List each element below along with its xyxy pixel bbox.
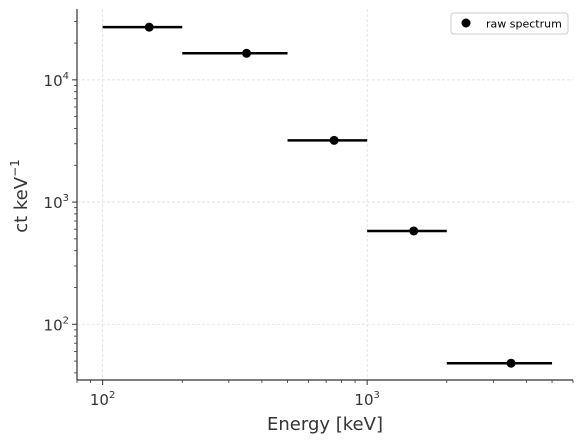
legend-label: raw spectrum (486, 18, 562, 31)
y-tick-label-exponent: 3 (63, 193, 69, 204)
axes (76, 9, 573, 381)
legend-box (450, 12, 569, 35)
data-point (506, 358, 516, 368)
x-tick-label-base: 10 (90, 391, 109, 409)
data-point (144, 22, 154, 32)
y-tick-label: 102 (44, 315, 69, 334)
x-tick-label-base: 10 (354, 391, 373, 409)
x-axis-label: Energy [keV] (267, 414, 383, 435)
data-point (329, 135, 339, 145)
x-tick-label: 102 (90, 390, 115, 409)
y-axis-label-exponent: −1 (8, 159, 22, 177)
x-tick-label-exponent: 3 (374, 390, 380, 401)
y-tick-label: 104 (44, 71, 69, 90)
y-tick-label-exponent: 2 (63, 315, 69, 326)
legend: raw spectrum (450, 12, 569, 35)
data-series (102, 22, 553, 368)
x-tick-label-exponent: 2 (109, 390, 115, 401)
y-tick-label-base: 10 (44, 316, 63, 334)
y-axis-label: ct keV−1 (8, 159, 32, 233)
y-tick-label-exponent: 4 (63, 71, 69, 82)
grid (77, 9, 573, 380)
x-tick-label: 103 (354, 390, 379, 409)
y-tick-label-base: 10 (44, 194, 63, 212)
y-tick-label: 103 (44, 193, 69, 212)
data-point (242, 48, 252, 58)
y-axis-label-base: ct keV (11, 176, 32, 233)
y-tick-label-base: 10 (44, 72, 63, 90)
legend-marker (461, 18, 471, 28)
data-point (409, 226, 419, 236)
